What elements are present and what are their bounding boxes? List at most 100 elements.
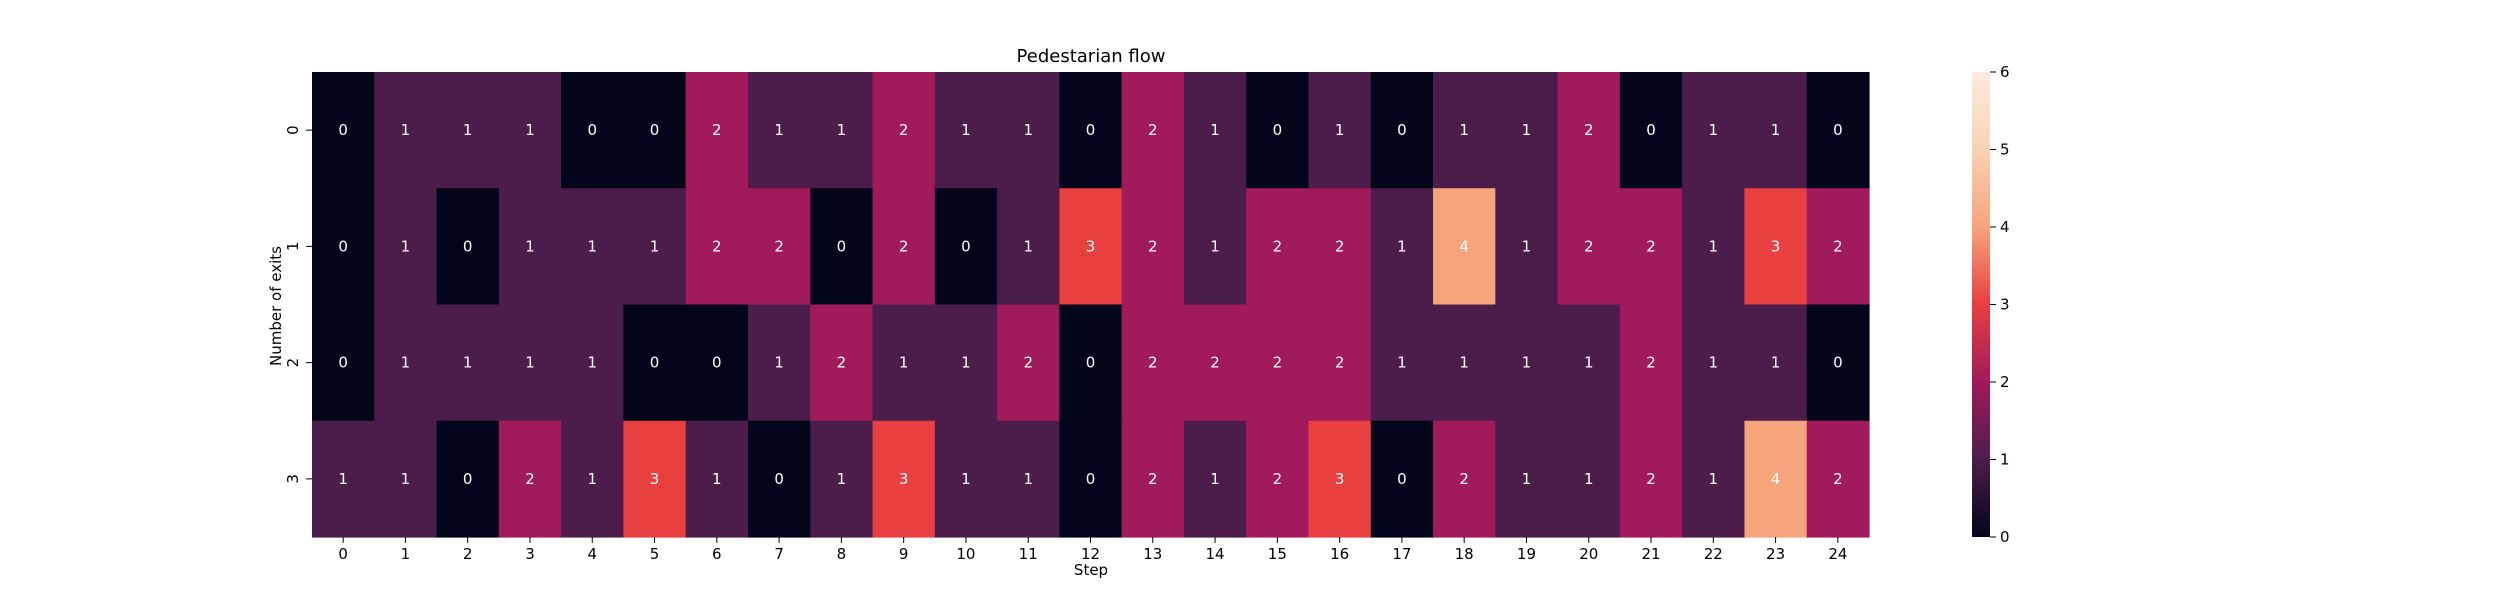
heatmap-cell [1308, 72, 1372, 189]
heatmap-cell [1059, 188, 1123, 306]
cell-value-label: 0 [1273, 121, 1283, 139]
colorbar-tick-label: 1 [2000, 451, 2010, 469]
cell-value-label: 2 [899, 237, 909, 255]
cell-value-label: 1 [525, 121, 535, 139]
heatmap-cell [1682, 72, 1746, 189]
heatmap-cell [312, 304, 375, 422]
cell-value-label: 1 [961, 470, 971, 488]
cell-value-label: 1 [961, 121, 971, 139]
heatmap-cell [1370, 188, 1434, 306]
heatmap-cell [810, 72, 874, 189]
cell-value-label: 2 [1210, 354, 1220, 372]
x-tick-label: 4 [587, 545, 597, 563]
heatmap-cell [1495, 72, 1559, 189]
heatmap-cell [1433, 304, 1496, 422]
cell-value-label: 0 [338, 354, 348, 372]
heatmap-cell [561, 304, 624, 422]
heatmap-cell [436, 72, 500, 189]
heatmap-cell [1806, 188, 1870, 306]
cell-value-label: 1 [837, 121, 847, 139]
heatmap-cell [934, 304, 998, 422]
heatmap-cell [1557, 72, 1621, 189]
heatmap-cell [374, 72, 438, 189]
cell-value-label: 1 [1210, 470, 1220, 488]
cell-value-label: 1 [401, 354, 411, 372]
y-axis: 0 1 2 3 [284, 125, 312, 484]
cell-value-label: 1 [525, 354, 535, 372]
heatmap-cell [1246, 304, 1310, 422]
heatmap-cell [747, 304, 811, 422]
heatmap-cell [685, 188, 749, 306]
heatmap-cell [1308, 188, 1372, 306]
heatmap-cell [1433, 420, 1496, 538]
heatmap-cell [872, 72, 936, 189]
cell-value-label: 0 [1833, 121, 1843, 139]
heatmap-cell [1183, 304, 1247, 422]
x-tick-label: 22 [1704, 545, 1723, 563]
heatmap-cell [498, 304, 562, 422]
heatmap-cell [872, 420, 936, 538]
heatmap-cell [1370, 304, 1434, 422]
x-tick-label: 13 [1143, 545, 1162, 563]
cell-value-label: 0 [650, 121, 660, 139]
cell-value-label: 1 [1584, 354, 1594, 372]
cell-value-label: 1 [1023, 121, 1033, 139]
cell-value-label: 2 [837, 354, 847, 372]
heatmap-cell [685, 420, 749, 538]
cell-value-label: 0 [463, 470, 473, 488]
cell-value-label: 1 [463, 121, 473, 139]
heatmap-cell [1682, 420, 1746, 538]
cell-value-label: 1 [1023, 237, 1033, 255]
heatmap-cell [1619, 188, 1683, 306]
cell-value-label: 2 [1459, 470, 1469, 488]
cell-value-label: 0 [1397, 470, 1407, 488]
heatmap-cell [623, 420, 687, 538]
cell-value-label: 2 [1646, 237, 1656, 255]
cell-value-label: 1 [1522, 121, 1532, 139]
heatmap-cell [810, 420, 874, 538]
heatmap-cell [997, 188, 1060, 306]
heatmap-cell [1619, 304, 1683, 422]
colorbar-tick-label: 2 [2000, 373, 2010, 391]
heatmap-cell [498, 72, 562, 189]
cell-value-label: 1 [1709, 121, 1719, 139]
heatmap-cell [1370, 420, 1434, 538]
cell-value-label: 1 [401, 121, 411, 139]
heatmap-cell [623, 304, 687, 422]
heatmap-cell [810, 188, 874, 306]
heatmap-cell [1246, 72, 1310, 189]
cell-value-label: 1 [1709, 470, 1719, 488]
cell-value-label: 0 [1833, 354, 1843, 372]
cell-value-label: 0 [463, 237, 473, 255]
cell-value-label: 1 [587, 354, 597, 372]
heatmap-cell [1557, 304, 1621, 422]
heatmap-cell [1619, 420, 1683, 538]
heatmap-cell [374, 188, 438, 306]
heatmap-cell [1059, 420, 1123, 538]
heatmap-cell [1121, 72, 1185, 189]
heatmap-cell [1495, 188, 1559, 306]
x-tick-label: 17 [1392, 545, 1411, 563]
heatmap-cell [1183, 188, 1247, 306]
x-tick-label: 21 [1641, 545, 1660, 563]
cell-value-label: 1 [1210, 237, 1220, 255]
heatmap-cell [1806, 304, 1870, 422]
heatmap-cell [1059, 304, 1123, 422]
cell-value-label: 2 [1273, 470, 1283, 488]
heatmap-cell [1308, 304, 1372, 422]
heatmap-cell [312, 420, 375, 538]
heatmap-cell [685, 304, 749, 422]
cell-value-label: 2 [1273, 354, 1283, 372]
colorbar-tick-label: 6 [2000, 63, 2010, 81]
heatmap-cell [436, 304, 500, 422]
heatmap-cell [997, 72, 1060, 189]
y-axis-title: Number of exits [267, 246, 285, 366]
cell-value-label: 1 [650, 237, 660, 255]
colorbar-gradient [1972, 72, 1990, 537]
cell-value-label: 2 [1646, 354, 1656, 372]
x-tick-label: 8 [837, 545, 847, 563]
heatmap-cell [1308, 420, 1372, 538]
cell-annotations: 0 1 1 1 0 0 2 1 1 2 1 1 0 2 1 0 1 0 1 1 2 0 1 1 0 0 1 0 1 1 1 2 2 0 2 0 1 3 2 1… [338, 121, 1842, 488]
cell-value-label: 1 [712, 470, 722, 488]
x-tick-label: 24 [1828, 545, 1847, 563]
